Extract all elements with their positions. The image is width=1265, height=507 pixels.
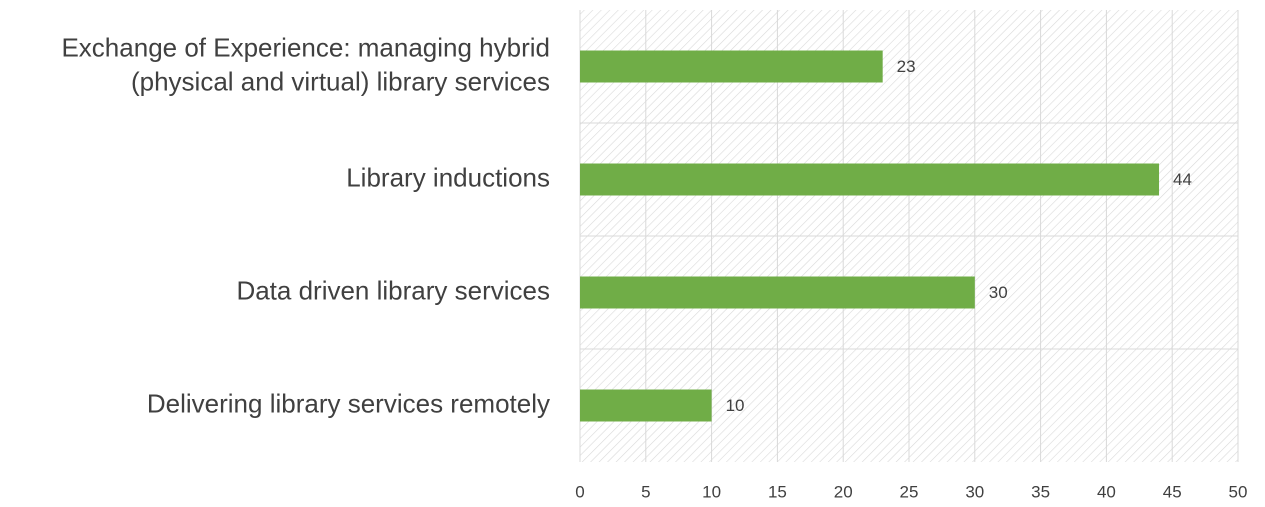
bar <box>580 163 1160 196</box>
x-tick-label: 0 <box>575 482 584 501</box>
x-tick-label: 40 <box>1097 482 1116 501</box>
bar <box>580 389 712 422</box>
x-tick-label: 45 <box>1163 482 1182 501</box>
category-label: Library inductions <box>346 162 550 192</box>
value-label: 44 <box>1173 170 1192 189</box>
x-tick-label: 5 <box>641 482 650 501</box>
value-label: 30 <box>989 283 1008 302</box>
x-tick-label: 20 <box>834 482 853 501</box>
bar <box>580 276 975 309</box>
category-label: Delivering library services remotely <box>147 388 550 418</box>
category-label: Data driven library services <box>236 275 550 305</box>
x-tick-label: 35 <box>1031 482 1050 501</box>
x-tick-label: 15 <box>768 482 787 501</box>
x-tick-label: 30 <box>965 482 984 501</box>
bar <box>580 50 883 83</box>
x-tick-label: 10 <box>702 482 721 501</box>
x-tick-label: 25 <box>900 482 919 501</box>
category-label: Exchange of Experience: managing hybrid(… <box>61 32 550 96</box>
value-label: 10 <box>726 396 745 415</box>
x-tick-label: 50 <box>1229 482 1248 501</box>
value-label: 23 <box>897 57 916 76</box>
